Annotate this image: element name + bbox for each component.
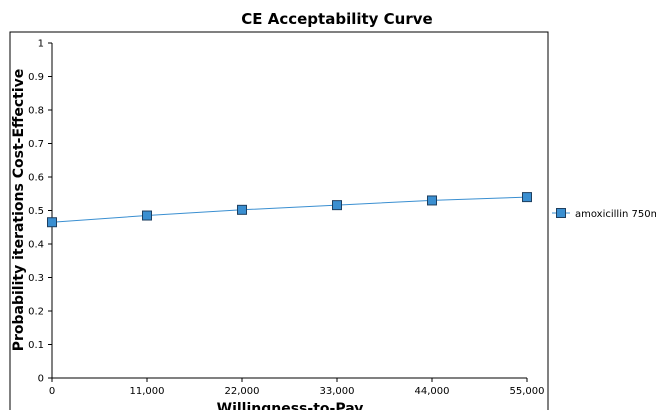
data-point xyxy=(142,210,152,221)
plot-area xyxy=(9,31,549,410)
series-line xyxy=(51,196,528,223)
y-tick-label: 0 xyxy=(38,374,44,385)
chart-title: CE Acceptability Curve xyxy=(241,10,432,28)
x-tick-label: 33,000 xyxy=(320,386,355,397)
data-point xyxy=(427,195,437,206)
y-tick-label: 0.7 xyxy=(28,139,44,150)
x-tick-label: 22,000 xyxy=(225,386,260,397)
series-layer xyxy=(47,192,532,228)
y-ticks: 0 0.1 0.2 0.3 0.4 0.5 0.6 0.7 0.8 0.9 1 xyxy=(28,39,52,385)
x-ticks: 0 11,000 22,000 33,000 44,000 55,000 xyxy=(49,378,545,397)
data-point xyxy=(237,204,247,215)
y-tick-label: 0.4 xyxy=(28,240,44,251)
legend-label: amoxicillin 750mg xyxy=(575,209,656,220)
y-tick-label: 0.2 xyxy=(28,307,44,318)
x-tick-label: 0 xyxy=(49,386,55,397)
y-tick-label: 1 xyxy=(38,39,44,50)
x-tick-label: 44,000 xyxy=(415,386,450,397)
x-tick-label: 55,000 xyxy=(510,386,545,397)
data-point xyxy=(522,192,532,203)
y-tick-label: 0.6 xyxy=(28,173,44,184)
y-tick-label: 0.3 xyxy=(28,273,44,284)
y-axis-title: Probability iterations Cost-Effective xyxy=(11,69,27,352)
legend-marker xyxy=(556,208,566,218)
y-tick-label: 0.8 xyxy=(28,106,44,117)
x-axis-title: Willingness-to-Pay xyxy=(217,401,364,410)
data-point xyxy=(47,217,57,228)
data-point xyxy=(332,200,342,211)
y-tick-label: 0.9 xyxy=(28,72,44,83)
x-tick-label: 11,000 xyxy=(130,386,165,397)
legend: amoxicillin 750mg xyxy=(552,208,656,220)
y-tick-label: 0.1 xyxy=(28,340,44,351)
y-tick-label: 0.5 xyxy=(28,206,44,217)
